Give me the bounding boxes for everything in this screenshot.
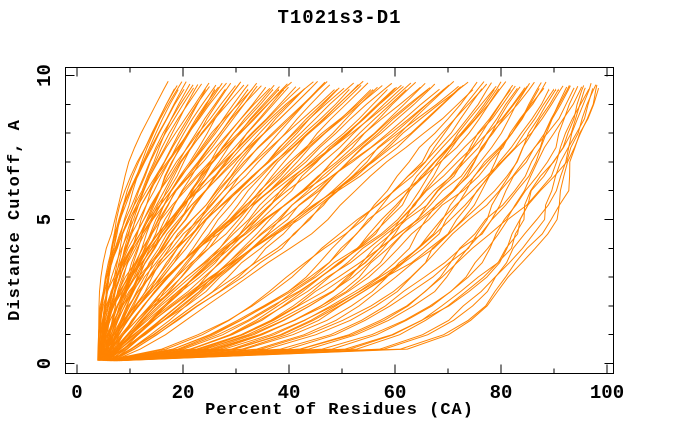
model-curve xyxy=(109,82,542,362)
model-curve xyxy=(106,86,297,361)
model-curve xyxy=(102,82,393,361)
model-curve xyxy=(109,87,340,361)
model-curve xyxy=(104,86,404,361)
model-curve xyxy=(107,88,495,362)
x-tick-label: 60 xyxy=(384,382,407,404)
model-curve xyxy=(99,88,305,361)
model-curve xyxy=(98,88,253,361)
model-curve xyxy=(105,89,429,362)
model-curve xyxy=(111,88,518,362)
model-curve xyxy=(101,88,338,361)
model-curve xyxy=(104,86,280,361)
x-tick-label: 0 xyxy=(71,382,82,404)
model-curve xyxy=(104,81,469,362)
model-curve xyxy=(99,85,236,361)
model-curve xyxy=(110,84,464,362)
model-curve xyxy=(103,81,326,361)
model-curve xyxy=(113,86,583,362)
model-curve xyxy=(101,84,217,361)
model-curve xyxy=(97,89,185,361)
model-curve xyxy=(103,86,289,361)
model-curve xyxy=(118,85,579,362)
model-curve xyxy=(113,89,474,362)
y-tick-label: 10 xyxy=(34,64,56,87)
model-curve xyxy=(117,88,550,362)
model-curve xyxy=(99,82,210,361)
model-curve xyxy=(107,87,396,361)
model-curve xyxy=(108,81,485,362)
model-curve xyxy=(104,82,258,361)
model-curve xyxy=(118,84,598,362)
model-curve xyxy=(116,83,592,362)
x-tick-label: 100 xyxy=(590,382,624,404)
chart-title: T1021s3-D1 xyxy=(277,7,402,29)
model-curve xyxy=(111,88,500,362)
model-curve xyxy=(105,86,421,361)
model-curve xyxy=(105,83,488,362)
model-curve xyxy=(101,82,355,361)
model-curve xyxy=(98,85,178,361)
model-curve xyxy=(106,81,507,362)
model-curve xyxy=(114,84,597,362)
plot-frame xyxy=(65,67,614,374)
model-curve xyxy=(106,89,372,361)
model-curve xyxy=(114,88,590,362)
model-curve xyxy=(108,86,378,361)
x-tick-label: 40 xyxy=(278,382,301,404)
model-curve xyxy=(117,85,585,362)
model-curve xyxy=(105,81,318,361)
model-curve xyxy=(97,82,227,361)
model-curve xyxy=(107,87,526,362)
model-curve xyxy=(111,87,575,362)
model-curve xyxy=(110,85,564,362)
model-curve xyxy=(107,85,258,361)
x-tick-label: 80 xyxy=(490,382,513,404)
model-curve xyxy=(98,86,219,361)
model-curve xyxy=(103,87,431,361)
model-curve xyxy=(119,88,594,362)
x-axis-title: Percent of Residues (CA) xyxy=(205,401,474,420)
model-curve xyxy=(103,88,226,361)
model-curve xyxy=(112,85,570,362)
model-curve xyxy=(105,81,328,361)
model-curve xyxy=(108,85,497,362)
model-curve xyxy=(97,81,169,361)
model-curve xyxy=(104,84,450,362)
model-curve xyxy=(103,84,362,361)
model-curve xyxy=(112,86,568,362)
model-curve xyxy=(100,88,249,361)
model-curve xyxy=(115,88,559,362)
y-tick-label: 0 xyxy=(34,358,56,369)
model-curve xyxy=(106,85,459,362)
x-tick-label: 20 xyxy=(172,382,195,404)
model-curve xyxy=(108,82,426,362)
model-curve xyxy=(112,81,417,361)
model-curve xyxy=(109,81,535,362)
model-curve xyxy=(110,88,555,362)
model-curve xyxy=(110,81,547,362)
model-curve xyxy=(100,84,194,361)
model-curve xyxy=(115,88,557,362)
y-tick-label: 5 xyxy=(34,214,56,225)
model-curve xyxy=(109,84,514,362)
model-curve xyxy=(113,86,528,362)
model-curve xyxy=(109,86,462,362)
model-curve xyxy=(114,82,492,362)
